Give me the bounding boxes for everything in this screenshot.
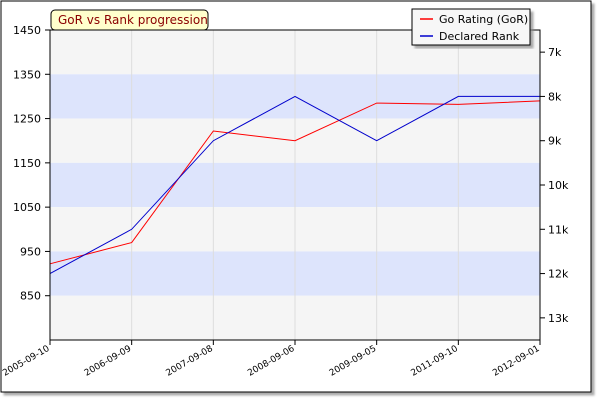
right-tick-label: 7k — [548, 46, 562, 59]
right-tick-label: 8k — [548, 90, 562, 103]
legend-box — [411, 8, 531, 46]
left-tick-label: 950 — [20, 245, 41, 258]
right-tick-label: 9k — [548, 135, 562, 148]
title-text: GoR vs Rank progression — [58, 13, 208, 27]
legend-label-rank: Declared Rank — [439, 30, 520, 43]
series-line-rank — [49, 95, 540, 275]
left-tick-label: 1250 — [13, 113, 41, 126]
left-tick-label: 1450 — [13, 24, 41, 37]
legend-label-gor: Go Rating (GoR) — [439, 13, 528, 26]
right-tick-label: 10k — [548, 179, 569, 192]
legend: Go Rating (GoR) Declared Rank — [411, 8, 531, 46]
right-tick-label: 12k — [548, 268, 569, 281]
left-tick-label: 1150 — [13, 157, 41, 170]
left-tick-label: 1350 — [13, 68, 41, 81]
axis-ticks — [45, 29, 545, 345]
right-tick-label: 11k — [548, 223, 569, 236]
right-axis-labels: 7k 8k 9k 10k 11k 12k 13k — [548, 46, 569, 325]
left-tick-label: 850 — [20, 290, 41, 303]
chart-title: GoR vs Rank progression — [50, 9, 209, 31]
series-line-gor — [49, 100, 541, 265]
series-lines — [49, 95, 541, 275]
right-tick-label: 13k — [548, 312, 569, 325]
left-tick-label: 1050 — [13, 201, 41, 214]
title-box — [50, 9, 209, 31]
left-axis-labels: 850 950 1050 1150 1250 1350 1450 — [13, 24, 41, 303]
